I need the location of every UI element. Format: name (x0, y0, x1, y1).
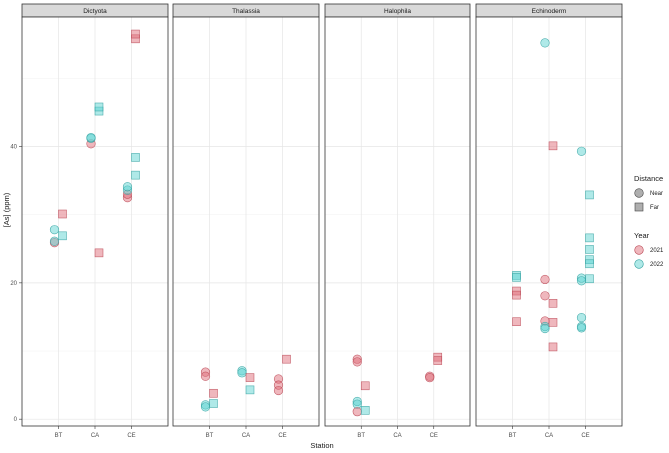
data-point-far-2022 (512, 273, 521, 282)
legend-label: Far (650, 205, 659, 211)
legend-label: Near (650, 191, 663, 197)
x-tick-label: CA (393, 433, 401, 439)
data-point-far-2021 (512, 290, 521, 300)
data-point-near-2021 (273, 385, 284, 396)
x-tick-label: CE (581, 433, 589, 439)
legend-label: 2021 (650, 248, 664, 254)
points (512, 38, 594, 352)
data-point-far-2022 (585, 259, 594, 269)
data-point-near-2022 (49, 225, 60, 235)
facet-label: Echinoderm (532, 8, 567, 15)
data-point-far-2021 (548, 342, 558, 352)
legend-title-year: Year (634, 231, 650, 240)
points (200, 354, 291, 412)
data-point-far-2021 (360, 381, 370, 391)
data-point-far-2022 (585, 245, 594, 254)
data-point-far-2022 (585, 190, 594, 200)
panel-thalassia: Thalassia BT CA CE (172, 3, 320, 439)
data-point-near-2022 (237, 368, 247, 378)
panel-halophila: Halophila BT CA CE (324, 3, 471, 439)
x-tick-label: CA (91, 433, 99, 439)
x-tick-label: BT (357, 433, 365, 439)
legend-label: 2022 (650, 262, 664, 268)
legend-key-2021 (634, 245, 644, 255)
x-tick-label: CE (278, 433, 286, 439)
data-point-near-2022 (540, 38, 550, 48)
x-tick-label: BT (206, 433, 214, 439)
data-point-near-2022 (200, 402, 211, 412)
legend-title-distance: Distance (634, 174, 663, 183)
x-tick-label: BT (509, 433, 517, 439)
legend-key-near (634, 188, 644, 198)
data-point-far-2021 (94, 248, 104, 258)
data-point-near-2021 (425, 373, 435, 383)
facet-label: Thalassia (232, 8, 260, 15)
x-tick-label: CA (545, 433, 553, 439)
x-axis-title: Station (310, 441, 333, 450)
facet-label: Dictyota (83, 8, 107, 15)
x-tick-label: CA (242, 433, 250, 439)
data-point-near-2022 (576, 313, 587, 323)
data-point-near-2022 (576, 276, 587, 286)
data-point-near-2022 (49, 236, 60, 246)
data-point-far-2022 (585, 274, 594, 284)
facet-label: Halophila (384, 8, 411, 15)
y-tick-label: 0 (14, 417, 18, 423)
data-point-near-2022 (576, 146, 587, 156)
y-axis-title: [As] (ppm) (2, 192, 11, 227)
y-tick-label: 40 (10, 145, 17, 151)
data-point-far-2022 (209, 399, 218, 408)
data-point-far-2021 (548, 318, 558, 327)
data-point-near-2022 (86, 133, 96, 143)
data-point-far-2021 (209, 388, 218, 398)
data-point-far-2021 (282, 354, 291, 364)
data-point-near-2022 (540, 323, 550, 334)
data-point-far-2021 (512, 317, 521, 327)
data-point-far-2022 (360, 406, 370, 415)
x-tick-label: CE (430, 433, 438, 439)
data-point-far-2022 (94, 102, 104, 112)
data-point-near-2021 (540, 291, 550, 301)
data-point-near-2021 (352, 357, 362, 367)
data-point-near-2021 (352, 407, 362, 417)
data-point-far-2022 (58, 231, 67, 241)
x-tick-label: CE (127, 433, 135, 439)
y-tick-label: 20 (10, 281, 17, 287)
data-point-far-2022 (131, 170, 140, 180)
data-point-far-2021 (245, 373, 255, 382)
data-point-near-2021 (540, 274, 550, 285)
data-point-far-2021 (548, 141, 558, 151)
legend: Distance Near Far Year 2021 2022 (634, 174, 664, 269)
points (49, 29, 140, 258)
x-tick-label: BT (55, 433, 63, 439)
data-point-near-2022 (122, 182, 133, 192)
data-point-near-2021 (200, 371, 211, 381)
data-point-far-2021 (131, 29, 140, 39)
data-point-far-2022 (585, 233, 594, 243)
data-point-far-2021 (548, 298, 558, 308)
panel-echinoderm: Echinoderm BT CA CE (475, 3, 623, 439)
data-point-far-2022 (245, 385, 255, 395)
data-point-far-2021 (58, 209, 67, 219)
legend-key-2022 (634, 259, 644, 269)
legend-key-far (634, 202, 644, 212)
data-point-far-2022 (131, 153, 140, 162)
data-point-far-2021 (433, 356, 443, 365)
points (352, 352, 443, 417)
panel-dictyota: Dictyota BT CA CE (21, 3, 169, 439)
data-point-near-2022 (576, 323, 587, 333)
